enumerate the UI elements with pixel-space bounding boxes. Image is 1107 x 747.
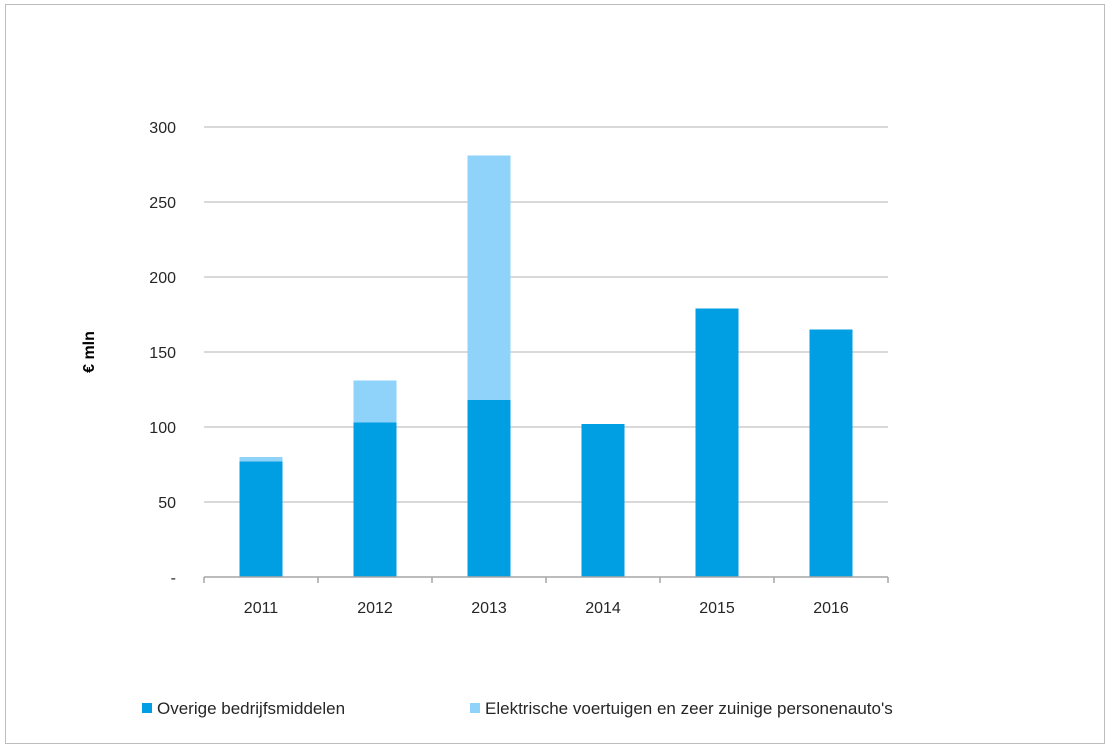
legend-label: Overige bedrijfsmiddelen [157, 699, 345, 718]
bar-segment [239, 461, 283, 577]
legend-label: Elektrische voertuigen en zeer zuinige p… [485, 699, 893, 718]
x-tick-label: 2014 [585, 600, 621, 617]
gridlines [204, 126, 888, 503]
bars [239, 155, 853, 577]
y-tick-labels: - 50 100 150 200 250 300 [149, 120, 176, 587]
x-tick-label: 2011 [244, 600, 279, 617]
axes [203, 576, 889, 583]
bar-segment [353, 380, 397, 423]
bar-segment [239, 457, 283, 462]
bar-segment [581, 424, 625, 577]
x-tick-label: 2013 [471, 600, 507, 617]
legend-swatch [142, 703, 152, 713]
y-tick-label: 300 [149, 120, 176, 137]
bar-segment [467, 155, 511, 400]
y-tick-label: - [171, 570, 176, 587]
y-tick-label: 50 [158, 495, 176, 512]
y-tick-label: 100 [149, 420, 176, 437]
y-tick-label: 250 [149, 195, 176, 212]
y-axis-label: € mln [81, 331, 98, 373]
y-tick-label: 200 [149, 270, 176, 287]
bar-segment [467, 400, 511, 577]
x-tick-label: 2012 [357, 600, 393, 617]
bar-segment [809, 329, 853, 577]
legend: Overige bedrijfsmiddelen Elektrische voer… [142, 699, 893, 718]
legend-swatch [470, 703, 480, 713]
x-tick-label: 2015 [699, 600, 735, 617]
bar-segment [695, 308, 739, 577]
x-tick-labels: 2011 2012 2013 2014 2015 2016 [244, 600, 849, 617]
x-tick-label: 2016 [813, 600, 849, 617]
y-tick-label: 150 [149, 345, 176, 362]
bar-segment [353, 422, 397, 577]
